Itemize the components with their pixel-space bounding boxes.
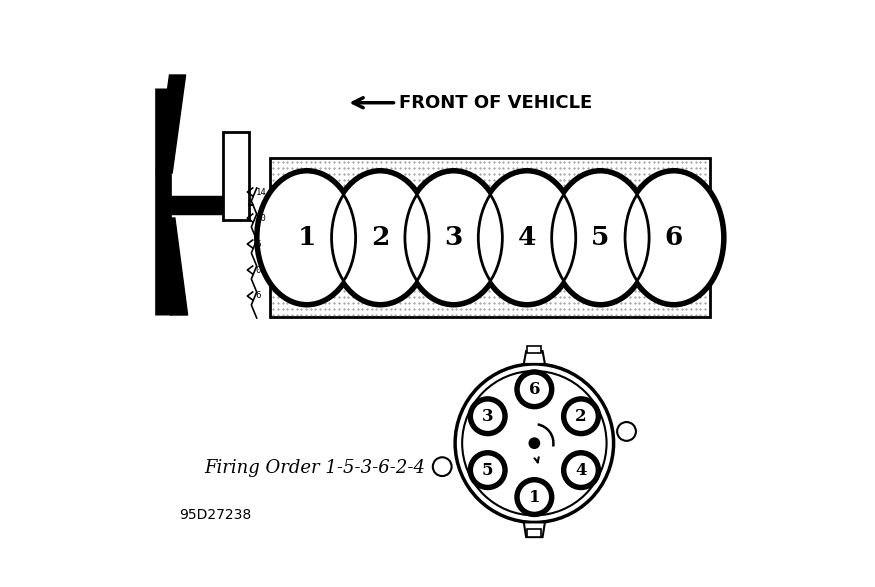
Bar bbox=[528, 346, 542, 353]
Circle shape bbox=[468, 397, 507, 436]
Bar bbox=[528, 529, 542, 537]
Text: 5: 5 bbox=[592, 225, 610, 250]
Circle shape bbox=[528, 437, 540, 449]
Ellipse shape bbox=[405, 172, 502, 303]
Text: 4: 4 bbox=[575, 461, 587, 478]
Polygon shape bbox=[156, 75, 186, 173]
Bar bbox=[270, 158, 711, 317]
Ellipse shape bbox=[401, 168, 507, 308]
Ellipse shape bbox=[621, 168, 726, 308]
Text: 95D27238: 95D27238 bbox=[178, 508, 251, 522]
Text: 6: 6 bbox=[255, 292, 261, 301]
Ellipse shape bbox=[474, 168, 580, 308]
Text: 6: 6 bbox=[255, 239, 261, 248]
Circle shape bbox=[617, 422, 636, 441]
Circle shape bbox=[562, 397, 600, 436]
Polygon shape bbox=[524, 351, 545, 364]
Text: 1: 1 bbox=[528, 488, 540, 505]
Text: 5: 5 bbox=[482, 461, 493, 478]
Ellipse shape bbox=[548, 168, 654, 308]
Circle shape bbox=[433, 457, 452, 476]
Circle shape bbox=[515, 370, 554, 409]
Ellipse shape bbox=[258, 172, 355, 303]
Ellipse shape bbox=[479, 172, 576, 303]
Circle shape bbox=[515, 478, 554, 517]
Circle shape bbox=[462, 371, 606, 515]
Text: 6: 6 bbox=[528, 381, 540, 398]
Text: 1: 1 bbox=[298, 225, 316, 250]
Text: 3: 3 bbox=[444, 225, 463, 250]
Text: 3: 3 bbox=[482, 408, 493, 425]
Circle shape bbox=[455, 364, 613, 522]
Text: Firing Order 1-5-3-6-2-4: Firing Order 1-5-3-6-2-4 bbox=[205, 459, 425, 477]
Circle shape bbox=[565, 400, 597, 432]
Ellipse shape bbox=[254, 168, 360, 308]
Text: 4: 4 bbox=[518, 225, 536, 250]
Ellipse shape bbox=[551, 172, 649, 303]
Polygon shape bbox=[524, 522, 545, 537]
Ellipse shape bbox=[327, 168, 433, 308]
Text: 6: 6 bbox=[665, 225, 682, 250]
Circle shape bbox=[565, 454, 597, 486]
Text: 14: 14 bbox=[255, 187, 266, 197]
Circle shape bbox=[472, 454, 504, 486]
Circle shape bbox=[519, 373, 550, 405]
Text: 2: 2 bbox=[575, 408, 587, 425]
Text: FRONT OF VEHICLE: FRONT OF VEHICLE bbox=[399, 94, 592, 112]
Text: 0: 0 bbox=[255, 265, 261, 275]
Circle shape bbox=[562, 451, 600, 490]
Circle shape bbox=[468, 451, 507, 490]
Text: 10: 10 bbox=[255, 214, 266, 222]
Ellipse shape bbox=[625, 172, 723, 303]
Ellipse shape bbox=[332, 172, 429, 303]
Bar bbox=[223, 132, 248, 220]
Polygon shape bbox=[158, 218, 187, 315]
Circle shape bbox=[519, 481, 550, 513]
Text: 2: 2 bbox=[371, 225, 389, 250]
Circle shape bbox=[472, 400, 504, 432]
